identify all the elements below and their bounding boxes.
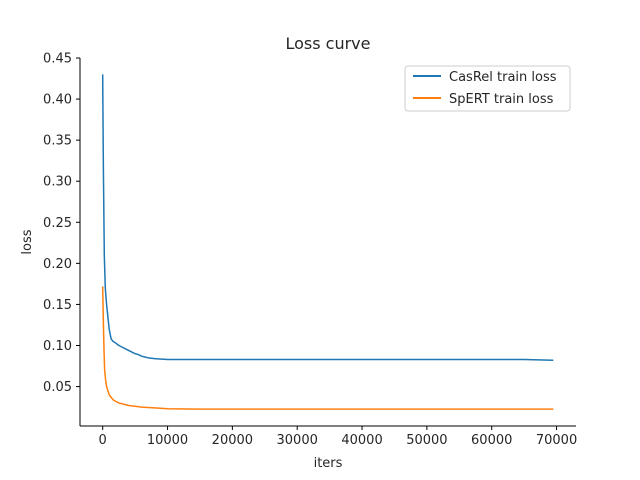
casrel-loss-line: [101, 74, 554, 362]
x-tick-label: 0: [99, 433, 107, 448]
y-tick-label: 0.35: [43, 134, 72, 149]
x-tick-label: 40000: [341, 433, 382, 448]
y-tick-label: 0.25: [43, 216, 72, 231]
x-tick-label: 70000: [536, 433, 577, 448]
x-axis-label: iters: [314, 456, 343, 471]
series-lines: [101, 74, 554, 410]
spert-loss-line: [101, 286, 554, 410]
plot-area: 0 10000 20000 30000 40000 50000 60000 70000 0.0…: [43, 52, 577, 449]
x-tick-label: 50000: [406, 433, 447, 448]
x-tick-label: 30000: [277, 433, 318, 448]
y-tick-label: 0.45: [43, 52, 72, 67]
x-tick-label: 60000: [471, 433, 512, 448]
x-ticks: 0 10000 20000 30000 40000 50000 60000 70000: [99, 426, 577, 448]
y-tick-label: 0.40: [43, 93, 72, 108]
y-axis-label: loss: [20, 229, 35, 254]
y-tick-label: 0.10: [43, 339, 72, 354]
y-tick-label: 0.30: [43, 175, 72, 190]
chart-title: Loss curve: [285, 34, 370, 53]
legend-box: [404, 65, 571, 112]
legend-label-casrel: CasRel train loss: [449, 70, 557, 85]
legend: CasRel train loss SpERT train loss: [404, 65, 571, 112]
y-ticks: 0.05 0.10 0.15 0.20 0.25 0.30 0.35 0.40 0.45: [43, 52, 80, 395]
y-tick-label: 0.20: [43, 257, 72, 272]
x-tick-label: 10000: [147, 433, 188, 448]
x-tick-label: 20000: [212, 433, 253, 448]
y-tick-label: 0.15: [43, 298, 72, 313]
y-tick-label: 0.05: [43, 380, 72, 395]
legend-label-spert: SpERT train loss: [449, 92, 554, 107]
